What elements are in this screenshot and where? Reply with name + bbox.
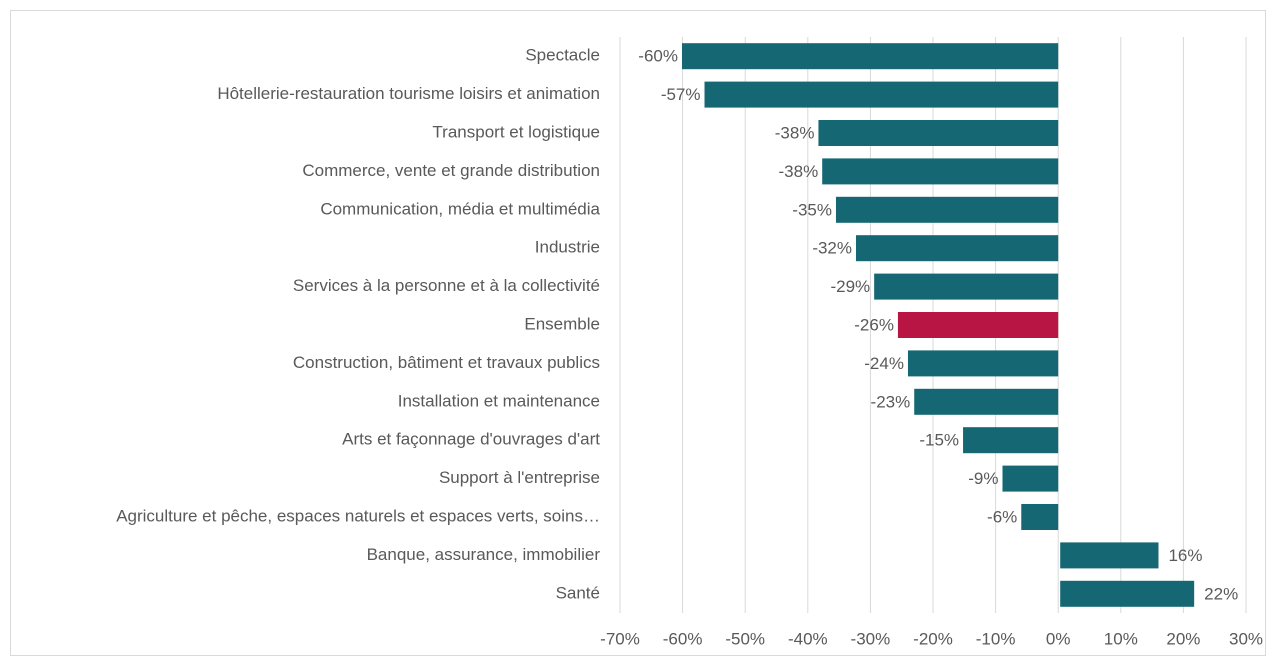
value-label: -32% bbox=[812, 239, 852, 258]
x-tick-label: 30% bbox=[1229, 629, 1263, 648]
y-tick-label: Transport et logistique bbox=[432, 122, 600, 141]
x-tick-label: -40% bbox=[788, 629, 828, 648]
bar bbox=[856, 235, 1059, 262]
x-tick-label: 20% bbox=[1166, 629, 1200, 648]
x-tick-label: -30% bbox=[851, 629, 891, 648]
x-tick-label: -20% bbox=[913, 629, 953, 648]
y-tick-label: Arts et façonnage d'ouvrages d'art bbox=[342, 430, 600, 449]
value-label: 22% bbox=[1204, 584, 1238, 603]
bar bbox=[1021, 504, 1059, 530]
bar bbox=[874, 273, 1059, 300]
bar bbox=[914, 388, 1059, 415]
value-label: -38% bbox=[779, 162, 819, 181]
bar bbox=[963, 427, 1059, 454]
x-tick-label: -50% bbox=[725, 629, 765, 648]
y-tick-label: Banque, assurance, immobilier bbox=[367, 545, 601, 564]
x-tick-label: 10% bbox=[1104, 629, 1138, 648]
value-label: -35% bbox=[792, 200, 832, 219]
value-label: -38% bbox=[775, 123, 815, 142]
y-tick-label: Commerce, vente et grande distribution bbox=[302, 161, 600, 180]
y-tick-label: Hôtellerie-restauration tourisme loisirs… bbox=[217, 84, 600, 103]
bar bbox=[1002, 465, 1059, 492]
value-label: -24% bbox=[864, 354, 904, 373]
value-label: -9% bbox=[968, 469, 998, 488]
bar bbox=[1060, 542, 1159, 569]
x-tick-label: 0% bbox=[1046, 629, 1071, 648]
bar bbox=[704, 81, 1059, 108]
bar bbox=[907, 350, 1059, 377]
y-tick-label: Spectacle bbox=[525, 46, 600, 65]
bar bbox=[835, 196, 1059, 223]
y-tick-label: Ensemble bbox=[524, 314, 600, 333]
bar bbox=[681, 43, 1059, 70]
value-label: -15% bbox=[919, 431, 959, 450]
value-label: -60% bbox=[638, 47, 678, 66]
y-tick-label: Construction, bâtiment et travaux public… bbox=[293, 353, 600, 372]
bar bbox=[897, 312, 1059, 338]
bar bbox=[1060, 580, 1195, 607]
y-tick-label: Industrie bbox=[535, 238, 600, 257]
bar bbox=[818, 120, 1059, 146]
x-tick-label: -60% bbox=[663, 629, 703, 648]
value-label: -23% bbox=[871, 392, 911, 411]
y-tick-label: Agriculture et pêche, espaces naturels e… bbox=[116, 506, 600, 525]
bar bbox=[822, 158, 1059, 185]
y-tick-label: Santé bbox=[556, 583, 600, 602]
y-tick-label: Communication, média et multimédia bbox=[320, 199, 600, 218]
y-tick-label: Installation et maintenance bbox=[398, 391, 600, 410]
x-tick-label: -70% bbox=[600, 629, 640, 648]
value-label: -6% bbox=[987, 507, 1017, 526]
value-label: -26% bbox=[854, 315, 894, 334]
value-label: -57% bbox=[661, 85, 701, 104]
x-tick-label: -10% bbox=[976, 629, 1016, 648]
value-label: 16% bbox=[1168, 546, 1202, 565]
value-label: -29% bbox=[830, 277, 870, 296]
y-tick-label: Support à l'entreprise bbox=[439, 468, 600, 487]
y-tick-label: Services à la personne et à la collectiv… bbox=[293, 276, 600, 295]
